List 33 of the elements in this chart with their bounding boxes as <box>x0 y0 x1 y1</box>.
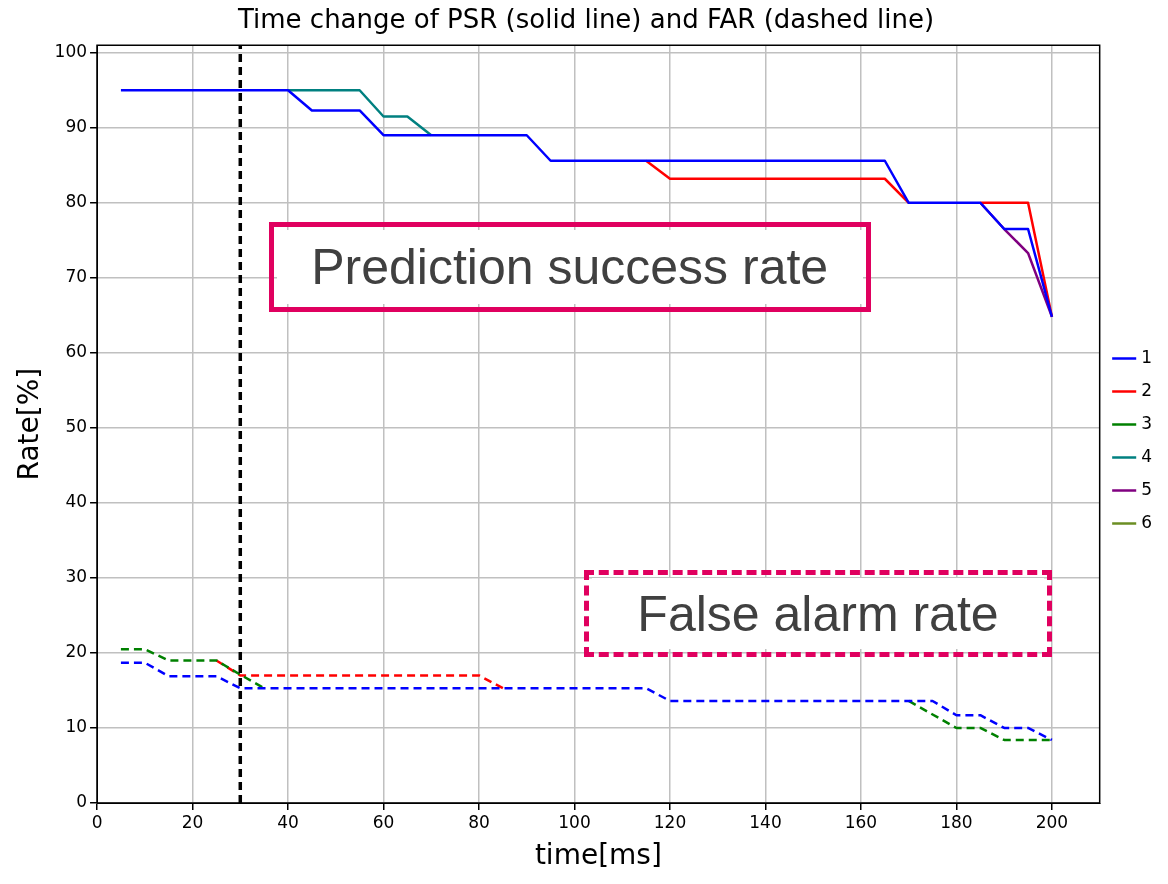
y-tick-label: 60 <box>65 341 88 362</box>
y-tick-label: 30 <box>65 566 88 587</box>
x-tick-label: 60 <box>372 811 395 832</box>
y-tick-label: 100 <box>54 41 88 62</box>
annotation: False alarm rate <box>592 578 1044 649</box>
x-tick-label: 100 <box>558 811 591 832</box>
x-tick-label: 0 <box>91 811 103 832</box>
legend-label: 1 <box>1141 346 1153 367</box>
y-tick-label: 70 <box>65 266 88 287</box>
y-tick-label: 40 <box>65 491 88 512</box>
y-tick-label: 90 <box>65 116 88 137</box>
x-tick-label: 140 <box>749 811 782 832</box>
y-axis-title: Rate[%] <box>12 367 46 481</box>
y-tick-label: 10 <box>65 716 88 737</box>
chart-title: Time change of PSR (solid line) and FAR (dashed line) <box>236 4 935 35</box>
legend-label: 3 <box>1141 412 1153 433</box>
y-tick-label: 50 <box>65 416 88 437</box>
x-tick-label: 20 <box>181 811 204 832</box>
legend-label: 2 <box>1141 379 1153 400</box>
legend-label: 6 <box>1141 511 1153 532</box>
x-tick-label: 160 <box>844 811 878 832</box>
x-tick-label: 80 <box>468 811 490 832</box>
legend-label: 5 <box>1141 478 1153 499</box>
x-tick-label: 180 <box>940 811 973 832</box>
legend-label: 4 <box>1141 445 1153 466</box>
x-axis-title: time[ms] <box>534 838 662 872</box>
x-tick-label: 40 <box>277 811 299 832</box>
y-tick-label: 0 <box>76 791 88 812</box>
x-tick-label: 200 <box>1035 811 1069 832</box>
annotation: Prediction success rate <box>276 229 863 304</box>
y-tick-label: 20 <box>65 641 88 662</box>
y-tick-label: 80 <box>65 191 88 212</box>
x-tick-label: 120 <box>653 811 687 832</box>
